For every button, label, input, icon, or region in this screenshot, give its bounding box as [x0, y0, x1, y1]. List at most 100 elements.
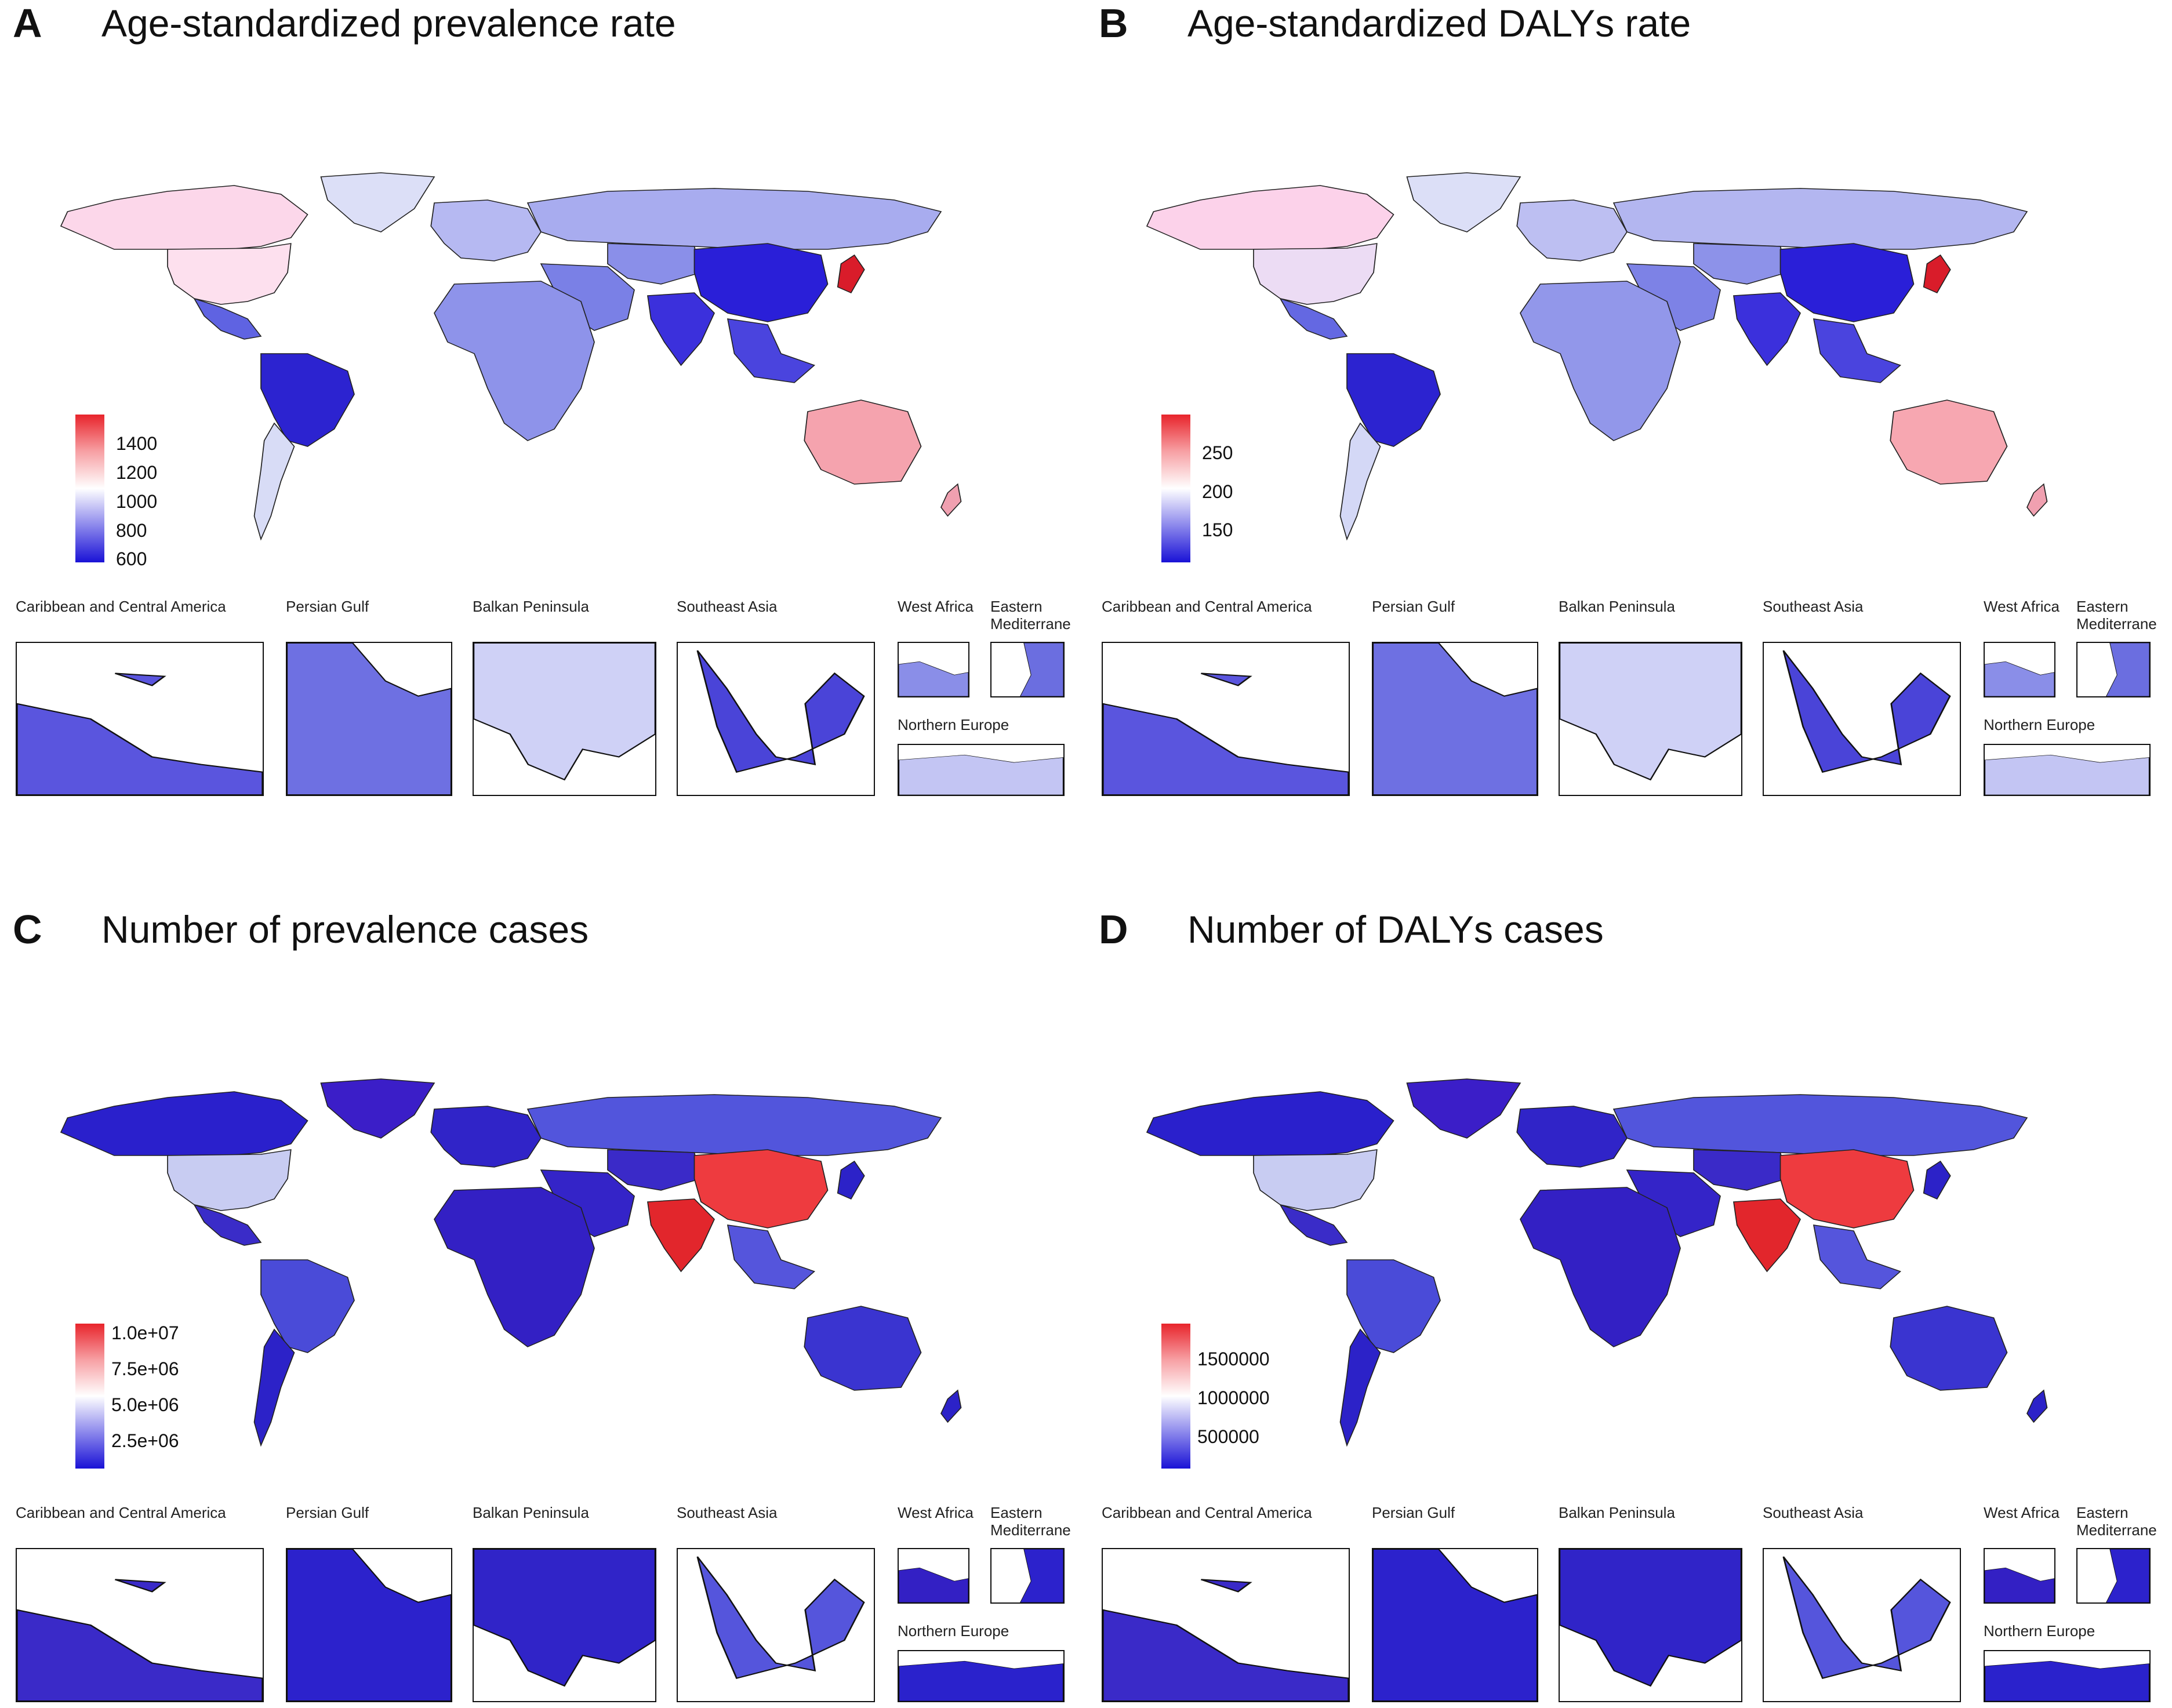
region-nz — [940, 1389, 962, 1423]
inset-region-west-africa — [1985, 1567, 2054, 1602]
panel-b: B Age-standardized DALYs rate 250 200 15… — [1086, 0, 2172, 854]
region-central-asia — [607, 243, 702, 285]
inset-region-balkan — [474, 1549, 655, 1687]
inset-eastern-med — [990, 642, 1065, 697]
panel-letter: D — [1099, 907, 1128, 952]
legend-tick: 5.0e+06 — [111, 1394, 179, 1415]
region-canada — [60, 1091, 308, 1156]
panel-title: Number of DALYs cases — [1187, 908, 1604, 951]
legend-gradient-bar — [75, 1324, 104, 1469]
inset-label-southeast-asia: Southeast Asia — [1763, 1504, 1864, 1521]
inset-region-eastern-med — [2106, 1549, 2149, 1602]
legend-tick: 1000000 — [1197, 1387, 1270, 1408]
inset-balkan — [1559, 642, 1742, 796]
region-usa — [1253, 243, 1378, 305]
inset-balkan — [473, 1548, 656, 1702]
inset-region-persian-gulf — [287, 1549, 451, 1701]
legend-gradient-bar — [1161, 1324, 1190, 1469]
region-china — [1779, 1149, 1915, 1229]
inset-label-caribbean: Caribbean and Central America — [16, 1504, 226, 1521]
inset-region-southeast-asia — [1782, 650, 1951, 773]
region-africa — [434, 1187, 595, 1347]
region-europe — [1516, 199, 1628, 261]
region-india — [1733, 1198, 1801, 1273]
inset-label-caribbean: Caribbean and Central America — [16, 598, 226, 615]
region-japan — [1923, 1160, 1951, 1200]
region-se-asia — [727, 1224, 816, 1289]
inset-region-persian-gulf — [287, 643, 451, 795]
inset-label-northern-europe: Northern Europe — [898, 716, 1009, 733]
legend-tick: 150 — [1202, 519, 1233, 540]
inset-caribbean — [16, 1548, 264, 1702]
color-legend: 250 200 150 — [1161, 415, 1233, 565]
legend-tick: 1500000 — [1197, 1349, 1270, 1369]
inset-region-caribbean — [17, 673, 263, 795]
inset-southeast-asia — [1763, 1548, 1961, 1702]
inset-region-northern-europe — [1985, 1660, 2149, 1701]
inset-northern-europe — [898, 744, 1065, 796]
inset-label-northern-europe: Northern Europe — [1984, 1622, 2095, 1640]
inset-persian-gulf — [1372, 642, 1538, 796]
region-africa — [434, 281, 595, 441]
region-china — [693, 243, 829, 322]
region-australia — [804, 399, 922, 485]
inset-region-caribbean — [1103, 673, 1349, 795]
inset-eastern-med — [990, 1548, 1065, 1604]
region-greenland — [320, 1078, 435, 1139]
inset-northern-europe — [898, 1650, 1065, 1702]
inset-label-eastern-med: Eastern Mediterrane — [2076, 598, 2157, 633]
region-japan — [837, 254, 865, 294]
inset-label-persian-gulf: Persian Gulf — [286, 1504, 369, 1521]
inset-region-northern-europe — [899, 754, 1063, 795]
inset-label-persian-gulf: Persian Gulf — [1372, 1504, 1455, 1521]
inset-label-southeast-asia: Southeast Asia — [1763, 598, 1864, 615]
inset-balkan — [1559, 1548, 1742, 1702]
inset-label-persian-gulf: Persian Gulf — [286, 598, 369, 615]
legend-tick: 250 — [1202, 442, 1233, 463]
region-india — [1733, 292, 1801, 366]
inset-region-southeast-asia — [696, 650, 865, 773]
inset-west-africa — [1984, 1548, 2055, 1604]
color-legend: 1500000 1000000 500000 — [1161, 1324, 1270, 1474]
legend-tick: 1400 — [116, 433, 158, 454]
world-map — [1146, 1078, 2048, 1447]
inset-label-west-africa: West Africa — [1984, 1504, 2060, 1521]
legend-tick: 500000 — [1197, 1426, 1259, 1447]
panel-title: Age-standardized prevalence rate — [101, 2, 676, 45]
inset-region-eastern-med — [1020, 643, 1063, 696]
legend-tick: 1.0e+07 — [111, 1322, 179, 1343]
region-nz — [2026, 1389, 2048, 1423]
inset-region-eastern-med — [1020, 1549, 1063, 1602]
region-brazil — [260, 1259, 355, 1353]
region-central-asia — [607, 1149, 702, 1191]
legend-tick: 200 — [1202, 481, 1233, 502]
inset-region-west-africa — [899, 1567, 968, 1602]
inset-southeast-asia — [1763, 642, 1961, 796]
region-china — [1779, 243, 1915, 322]
legend-tick: 1200 — [116, 462, 158, 483]
legend-gradient-bar — [1161, 415, 1190, 562]
region-australia — [1890, 1306, 2008, 1391]
region-brazil — [260, 353, 355, 447]
region-greenland — [1406, 1078, 1521, 1139]
region-mexico — [1279, 1204, 1348, 1246]
inset-southeast-asia — [677, 642, 875, 796]
panel-title: Age-standardized DALYs rate — [1187, 2, 1691, 45]
region-africa — [1520, 281, 1681, 441]
region-brazil — [1346, 1259, 1441, 1353]
inset-label-eastern-med: Eastern Mediterrane — [2076, 1504, 2157, 1539]
color-legend: 1.0e+07 7.5e+06 5.0e+06 2.5e+06 — [75, 1324, 179, 1474]
inset-northern-europe — [1984, 744, 2151, 796]
world-map — [1146, 172, 2048, 541]
panel-d: D Number of DALYs cases 1500000 1000000 … — [1086, 854, 2172, 1708]
inset-region-west-africa — [1985, 661, 2054, 696]
region-mexico — [1279, 297, 1348, 340]
inset-persian-gulf — [1372, 1548, 1538, 1702]
inset-label-balkan: Balkan Peninsula — [473, 598, 589, 615]
region-china — [693, 1149, 829, 1229]
inset-label-eastern-med: Eastern Mediterrane — [990, 598, 1071, 633]
region-central-asia — [1693, 1149, 1788, 1191]
inset-label-northern-europe: Northern Europe — [898, 1622, 1009, 1640]
region-russia — [526, 1094, 942, 1156]
inset-southeast-asia — [677, 1548, 875, 1702]
